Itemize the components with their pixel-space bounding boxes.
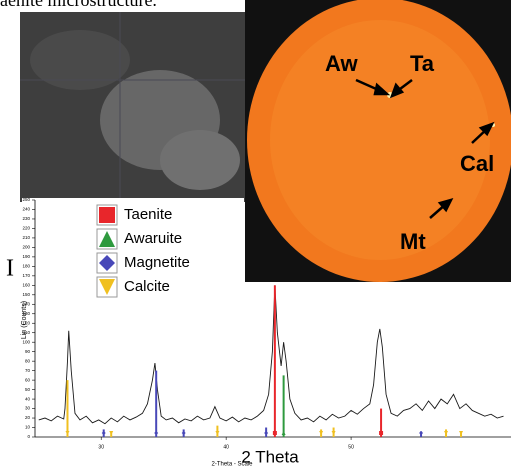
intensity-symbol: I [6,256,14,282]
y-tick-label: 240 [22,207,30,212]
reference-peak [65,380,70,437]
reference-marker [459,431,464,435]
y-tick-label: 30 [25,406,31,411]
y-tick-label: 130 [22,311,30,316]
x-tick-label: 30 [98,444,104,450]
y-tick-label: 60 [25,377,31,382]
y-axis-title: Lin (Counts) [21,301,28,339]
reference-marker [215,431,220,435]
y-tick-label: 190 [22,254,30,259]
y-tick-label: 0 [27,434,30,439]
phase-label: Cal [460,151,494,176]
reference-peak [264,427,269,437]
legend-label: Taenite [124,206,172,223]
caption: aenite microstructure. [0,0,157,10]
chart-background [22,198,244,468]
y-tick-label: 180 [22,264,30,269]
phase-label: Ta [410,51,435,76]
legend-marker [99,207,115,223]
reference-peak [444,429,449,437]
x-axis-title: 2 Theta [241,447,299,466]
y-tick-label: 220 [22,226,30,231]
reference-peak [181,429,186,437]
y-tick-label: 250 [22,197,30,202]
reference-marker [154,431,159,435]
y-tick-label: 160 [22,283,30,288]
legend-marker [99,231,115,247]
y-tick-label: 20 [25,415,31,420]
reference-peak [319,429,324,437]
phase-label: Aw [325,51,358,76]
arrows [355,78,495,219]
reference-peak [215,425,220,437]
y-tick-label: 230 [22,216,30,221]
y-tick-label: 50 [25,387,31,392]
y-tick-label: 40 [25,396,31,401]
y-tick-label: 110 [23,330,31,335]
chart-background [244,282,511,468]
reference-marker [319,431,324,435]
xrd-trace [38,285,504,425]
y-tick-label: 90 [25,349,31,354]
y-tick-label: 10 [25,425,31,430]
reference-marker [379,431,384,435]
legend-label: Awaruite [124,230,182,247]
reference-marker [101,431,106,435]
legend-label: Magnetite [124,254,190,271]
y-tick-label: 210 [22,235,30,240]
reference-peak [281,375,286,437]
y-tick-label: 200 [22,245,30,250]
reference-marker [181,431,186,435]
reference-peak [154,370,159,437]
reference-marker [444,431,449,435]
reference-peak [459,431,464,437]
reference-peak [379,408,384,437]
y-tick-label: 120 [22,320,30,325]
x-tick-label: 50 [348,444,354,450]
diffraction-glow [270,20,490,260]
reference-peak [331,427,336,437]
x-tick-label: 40 [223,444,229,450]
reference-peak [272,285,277,437]
reference-marker [272,431,277,435]
legend-marker [99,255,115,271]
y-tick-label: 80 [25,358,31,363]
legend-marker [99,279,115,295]
x-axis-title-small: 2-Theta - Scale [211,462,253,468]
reference-peak [109,431,114,437]
y-tick-label: 140 [22,301,30,306]
reference-marker [264,431,269,435]
reference-peak [101,429,106,437]
legend-label: Calcite [124,278,170,295]
phase-label: Mt [400,229,426,254]
reference-marker [331,431,336,435]
y-tick-label: 170 [22,273,30,278]
reference-marker [65,431,70,435]
y-tick-label: 70 [25,368,31,373]
reference-marker [419,431,424,435]
reference-peak [419,431,424,437]
y-tick-label: 100 [22,339,30,344]
reference-marker [109,431,114,435]
micrograph-texture [20,12,252,202]
y-tick-label: 150 [22,292,30,297]
reference-marker [281,431,286,435]
